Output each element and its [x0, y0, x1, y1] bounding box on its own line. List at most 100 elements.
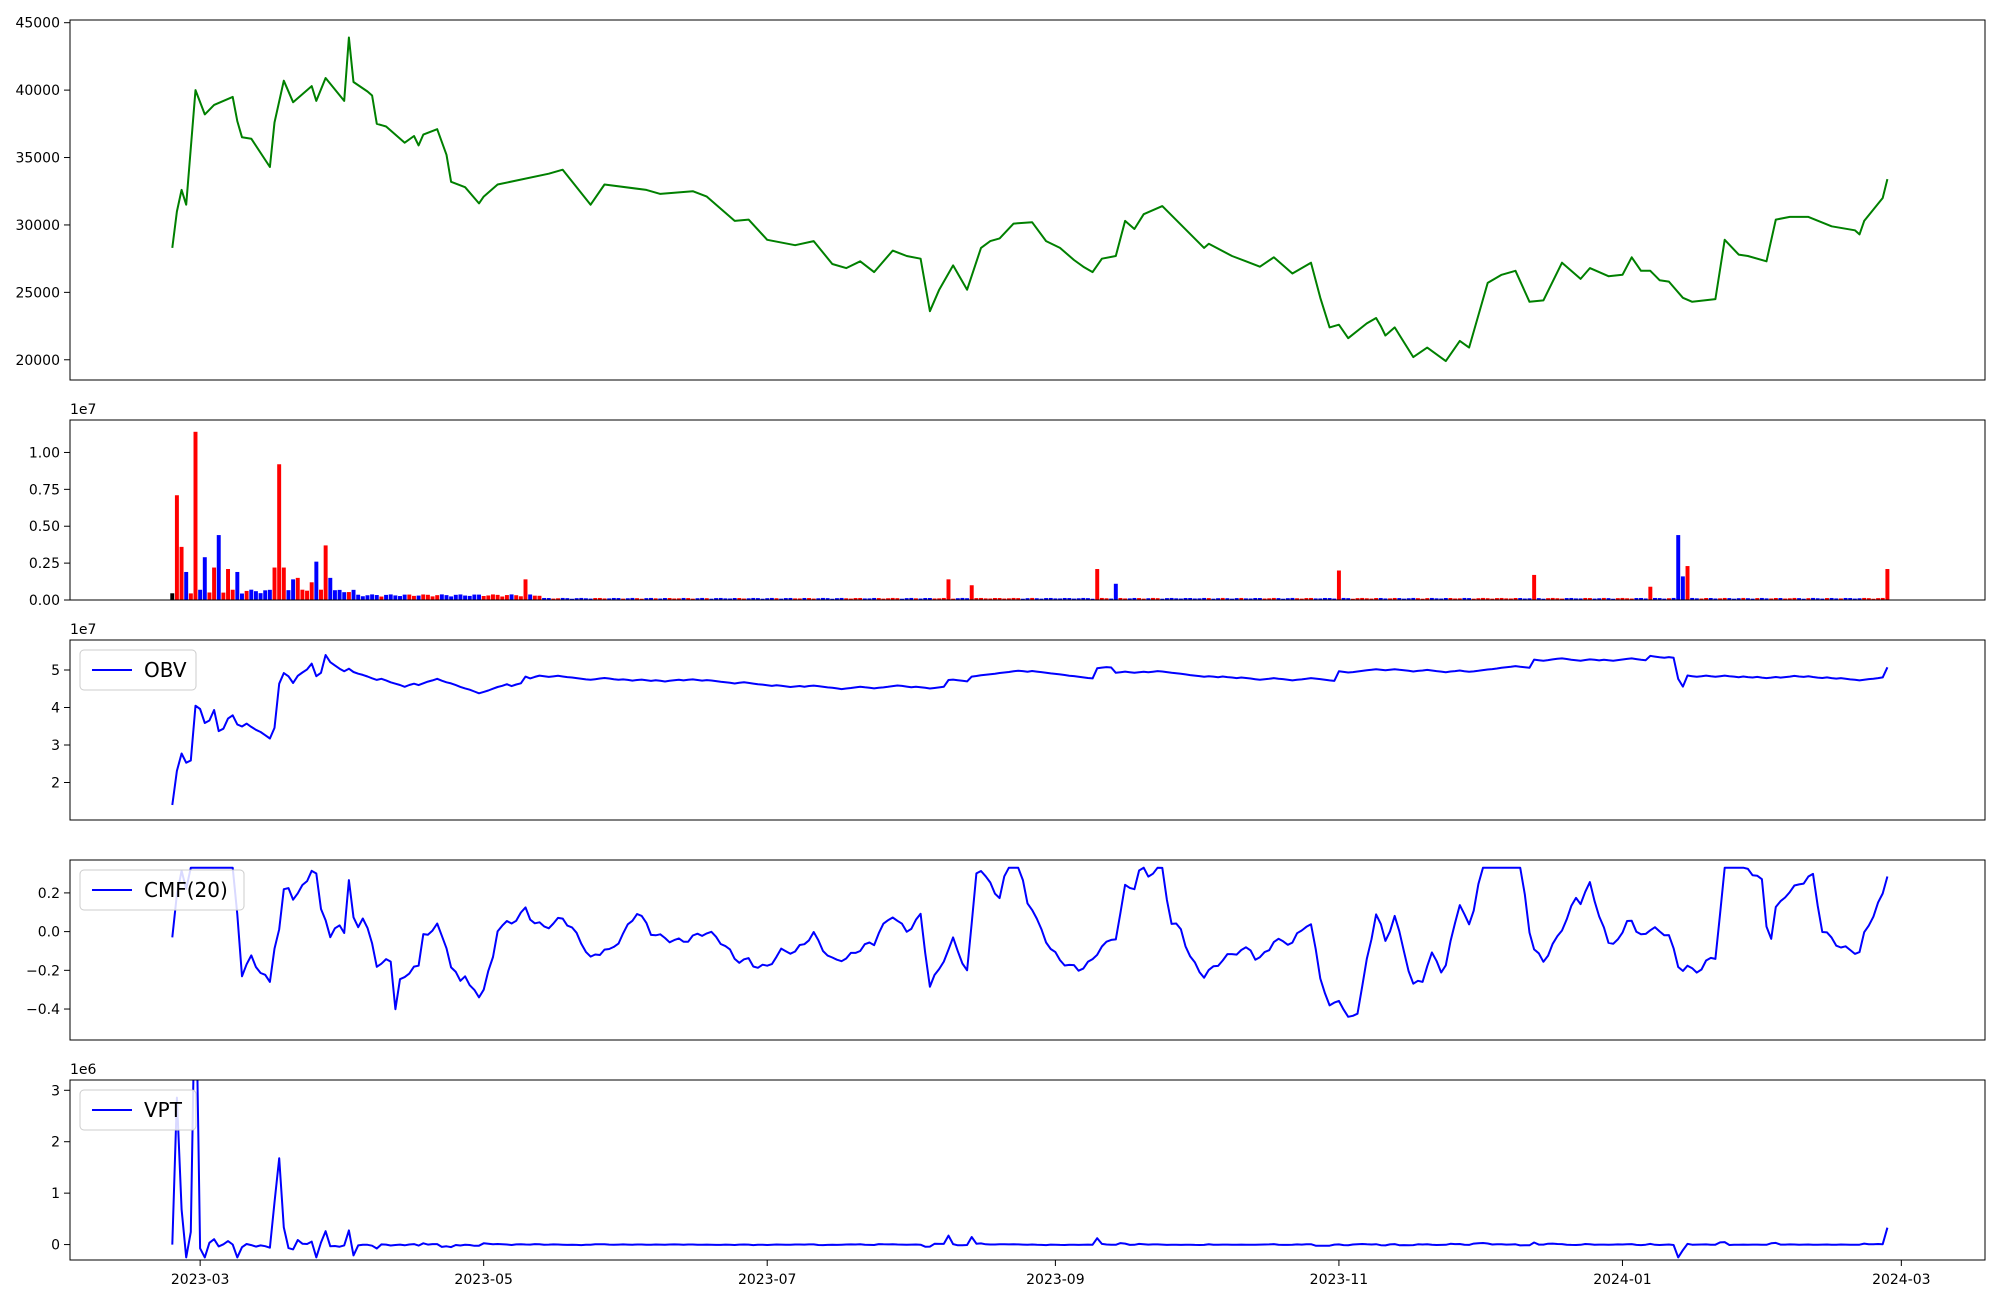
- panel-0: 20000 25000 30000 35000 40000 45000: [15, 16, 1986, 381]
- volume-bar: [509, 594, 514, 600]
- volume-bar: [374, 595, 379, 600]
- volume-bar: [411, 595, 416, 600]
- volume-bar: [1583, 597, 1588, 600]
- volume-bar: [718, 597, 723, 600]
- plot-area: [170, 431, 1890, 600]
- legend-box: [79, 869, 245, 911]
- volume-bar: [900, 598, 904, 600]
- volume-bar: [607, 598, 612, 600]
- volume-bar: [923, 598, 928, 600]
- axes-frame: [69, 1079, 1986, 1261]
- volume-bar: [895, 598, 900, 600]
- volume-bar: [1053, 598, 1058, 600]
- volume-bar: [941, 597, 946, 600]
- volume-bar: [1155, 598, 1160, 600]
- volume-bar: [328, 577, 333, 600]
- volume-bar: [212, 567, 217, 600]
- volume-bar: [439, 594, 444, 600]
- volume-bar: [226, 569, 231, 600]
- volume-bar: [779, 598, 784, 600]
- volume-bar: [1718, 598, 1723, 600]
- volume-bar: [1411, 597, 1416, 600]
- volume-bar: [1369, 598, 1374, 600]
- volume-bar: [951, 598, 956, 600]
- volume-bar: [1313, 598, 1318, 600]
- volume-bar: [402, 594, 407, 600]
- volume-bar: [1778, 598, 1783, 600]
- volume-bar: [1494, 598, 1499, 600]
- volume-bar: [1202, 597, 1207, 600]
- volume-bar: [216, 535, 221, 600]
- volume-bar: [997, 598, 1002, 600]
- volume-bar: [834, 598, 839, 600]
- plot-area: [171, 654, 1889, 806]
- volume-bar: [1629, 598, 1634, 600]
- volume-bar: [1197, 598, 1202, 600]
- volume-bar: [844, 598, 849, 600]
- volume-bar: [1569, 597, 1574, 600]
- volume-bar: [774, 598, 779, 600]
- plot-area: [171, 36, 1889, 363]
- volume-bar: [1680, 576, 1685, 600]
- y-tick-label: 0.25: [29, 556, 60, 572]
- volume-bar: [1281, 598, 1286, 600]
- volume-bar: [1727, 598, 1732, 600]
- y-tick-label: 2: [51, 1135, 60, 1151]
- volume-bar: [546, 598, 551, 600]
- volume-bar: [472, 594, 477, 600]
- volume-bar: [1295, 598, 1300, 600]
- volume-bar: [1866, 598, 1871, 600]
- volume-bar: [1192, 598, 1197, 600]
- volume-bar: [1332, 598, 1337, 600]
- y-tick-label: 0.2: [38, 886, 60, 902]
- panel-1: 0.00 0.25 0.50 0.75 1.00 1e7: [29, 402, 1986, 609]
- legend: VPT: [79, 1089, 197, 1131]
- volume-bar: [1364, 598, 1369, 600]
- volume-bar: [1439, 598, 1444, 600]
- volume-bar: [1620, 597, 1625, 600]
- volume-bar: [797, 598, 802, 600]
- volume-bar: [974, 598, 979, 600]
- volume-bar: [825, 598, 830, 600]
- volume-bar: [1383, 598, 1388, 600]
- volume-bar: [625, 598, 630, 600]
- volume-bar: [1211, 598, 1216, 600]
- volume-bar: [481, 595, 486, 600]
- legend-label: OBV: [144, 658, 187, 682]
- volume-bar: [1016, 598, 1021, 600]
- volume-bar: [1099, 597, 1104, 600]
- volume-bar: [1643, 598, 1648, 600]
- volume-bar: [1625, 598, 1630, 600]
- volume-bar: [1360, 597, 1365, 600]
- volume-bar: [1601, 597, 1606, 600]
- series-line-cmf-20-: [171, 866, 1889, 1018]
- volume-bar: [1113, 583, 1118, 600]
- volume-bar: [365, 595, 370, 600]
- legend-box: [79, 649, 197, 691]
- legend: OBV: [79, 649, 197, 691]
- y-tick-label: 1: [51, 1186, 60, 1202]
- volume-bar: [198, 589, 203, 600]
- volume-bar: [1857, 598, 1862, 600]
- y-tick-label: 2: [51, 776, 60, 792]
- volume-bar: [500, 596, 505, 600]
- y-tick-label: 0.0: [38, 925, 60, 941]
- volume-bar: [1666, 598, 1671, 600]
- volume-bar: [1852, 598, 1857, 600]
- volume-bar: [1448, 598, 1453, 600]
- volume-bar: [621, 598, 626, 600]
- volume-bar: [630, 597, 635, 600]
- volume-bar: [272, 567, 277, 600]
- volume-bar: [741, 598, 746, 600]
- volume-bar: [946, 579, 951, 600]
- volume-bar: [1239, 597, 1244, 600]
- volume-bar: [918, 598, 923, 600]
- volume-bar: [983, 598, 988, 600]
- volume-bar: [1532, 574, 1537, 600]
- plot-area: [171, 866, 1889, 1018]
- volume-bar: [1536, 598, 1541, 600]
- volume-bar: [1062, 597, 1067, 600]
- volume-bar: [1634, 598, 1639, 600]
